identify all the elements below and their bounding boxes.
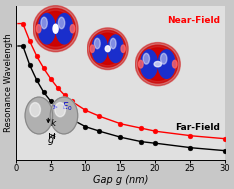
Point	[139, 127, 143, 130]
Point	[153, 130, 157, 133]
Point	[21, 22, 25, 25]
Point	[28, 40, 32, 43]
Point	[153, 142, 157, 145]
Point	[98, 130, 101, 133]
Point	[21, 44, 25, 47]
Point	[42, 67, 46, 70]
Point	[98, 115, 101, 118]
Point	[42, 91, 46, 94]
Point	[35, 79, 39, 82]
Point	[118, 136, 122, 139]
Text: Far-Field: Far-Field	[176, 123, 220, 132]
Point	[56, 107, 59, 110]
Point	[139, 140, 143, 143]
Point	[188, 146, 192, 149]
Text: Near-Field: Near-Field	[167, 16, 220, 25]
Point	[118, 122, 122, 125]
Point	[49, 77, 53, 80]
Point	[84, 125, 87, 128]
Point	[63, 113, 66, 116]
Point	[223, 137, 226, 140]
Point	[56, 86, 59, 89]
Point	[188, 134, 192, 137]
Point	[84, 109, 87, 112]
X-axis label: Gap g (nm): Gap g (nm)	[92, 175, 148, 185]
Point	[28, 64, 32, 67]
Point	[223, 149, 226, 152]
Point	[70, 118, 73, 121]
Y-axis label: Resonance Wavelength: Resonance Wavelength	[4, 33, 13, 132]
Point	[49, 100, 53, 103]
Point	[70, 100, 73, 103]
Point	[63, 94, 66, 97]
Point	[35, 55, 39, 58]
